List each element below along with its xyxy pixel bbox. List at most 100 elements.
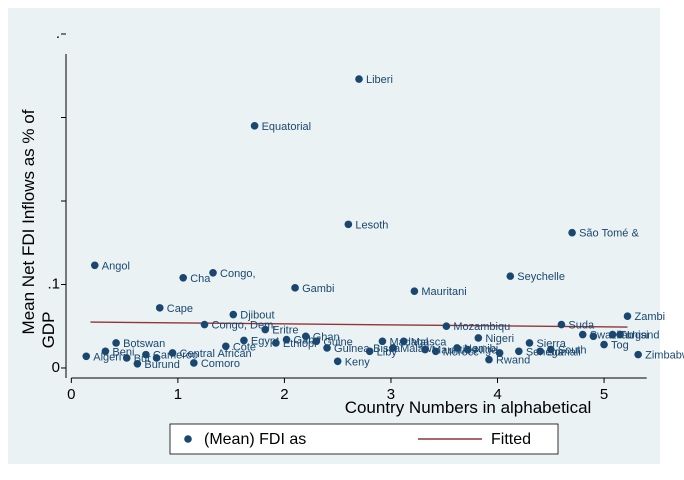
data-point-label: South [558,345,587,357]
data-point-label: Zimbabw [645,350,684,362]
plot-area [66,34,652,378]
y-axis-title-line-1: Mean Net FDI Inflows as % of [19,109,38,334]
legend: (Mean) FDI as Fitted [169,423,559,455]
data-point-label: Senega [526,346,565,358]
data-point [623,312,632,321]
data-point-label: Ethiopi [283,338,317,350]
data-point [608,330,617,339]
data-points-layer: AlgeriAngolBeniBotswanBurBurundCamerooCa… [82,74,684,371]
data-point [155,304,164,312]
data-point-label: Central African [180,348,252,360]
data-point [485,355,493,364]
data-point [291,284,299,292]
data-point [190,359,198,367]
x-tick-label: 3 [387,386,395,403]
data-point [568,228,576,237]
data-point [600,340,608,349]
data-point [495,349,504,357]
data-point [421,345,429,354]
legend-box [169,423,559,455]
data-point [282,335,291,344]
data-point-label: Congo, [220,268,255,280]
axes-layer: 0 .1. 0 1 2 3 4 5 [47,25,647,403]
data-point-label: São Tomé & [579,228,639,240]
data-point [474,334,483,342]
data-point [272,339,280,347]
data-point [179,274,187,282]
data-point [101,347,110,356]
y-tick-label: .1 [47,275,60,292]
data-point [616,330,624,339]
data-point-label: Somali [547,346,581,358]
data-point-label: Mozambiqu [453,321,510,333]
data-point-label: Nigeri [485,333,514,345]
data-point-label: Botswan [123,338,165,350]
data-point-label: Cote [233,341,256,353]
data-point [82,352,91,361]
fitted-line [90,321,628,328]
data-point [222,342,230,351]
x-tick-label: 2 [280,386,288,403]
y-tick-label: 0 [52,359,60,376]
data-point [578,330,587,339]
data-point-label: Rwand [496,355,530,367]
data-point [546,345,555,354]
data-point [399,337,408,346]
data-point-label: Lesoth [355,219,388,231]
data-point-label: Sierra [536,338,566,350]
data-point [152,354,161,362]
data-point-label: Comoro [201,358,240,370]
data-point-label: Angol [102,260,130,272]
data-point-label: Seychelle [517,271,565,283]
data-point-label: Eritre [272,325,298,337]
data-point [536,347,544,356]
data-point [90,261,99,270]
x-tick-label: 1 [174,386,182,403]
data-point [133,360,142,368]
y-axis-title-line-2: GDP [39,312,58,349]
data-point [453,344,461,352]
data-point-label: Djibout [240,310,274,322]
x-axis-title: Country Numbers in alphabetical [345,398,592,417]
data-point-label: Keny [345,356,371,368]
legend-marker-symbol [184,435,192,443]
data-point [209,268,217,277]
data-point-label: Gambi [302,283,334,295]
data-point [525,339,534,347]
data-point-label: Cape [167,303,193,315]
data-point [365,347,374,356]
data-point [142,350,150,359]
data-point-label: Tunisi [620,330,649,342]
data-point [355,75,363,83]
data-point-label: Tog [611,340,629,352]
legend-label-fitted: Fitted [491,431,531,448]
data-point [463,345,472,354]
data-point [442,322,451,331]
data-point-label: Burund [144,359,179,371]
data-point [240,336,248,345]
data-point [229,310,238,319]
data-point-label: Mal [411,336,429,348]
data-point-label: Egypt [251,335,279,347]
data-point [389,344,397,352]
data-point-label: Zambi [634,311,665,323]
data-point-label: Mauritani [421,286,466,298]
data-point-label: Congo, Dem. [212,320,277,332]
data-point-label: Cameroo [153,350,198,362]
data-point [634,350,642,359]
data-point [378,337,387,346]
data-point [261,325,270,334]
data-point [323,344,331,352]
data-point-label: Algeri [93,351,121,363]
data-point [344,220,353,229]
data-point [333,357,342,366]
data-point-label: Equatorial [262,121,312,133]
x-tick-label: 4 [493,386,501,403]
data-point-label: Suda [568,320,595,332]
data-point [410,287,419,295]
data-point [506,272,515,280]
legend-label-points: (Mean) FDI as [204,431,306,448]
data-point-label: Namibi [464,343,498,355]
